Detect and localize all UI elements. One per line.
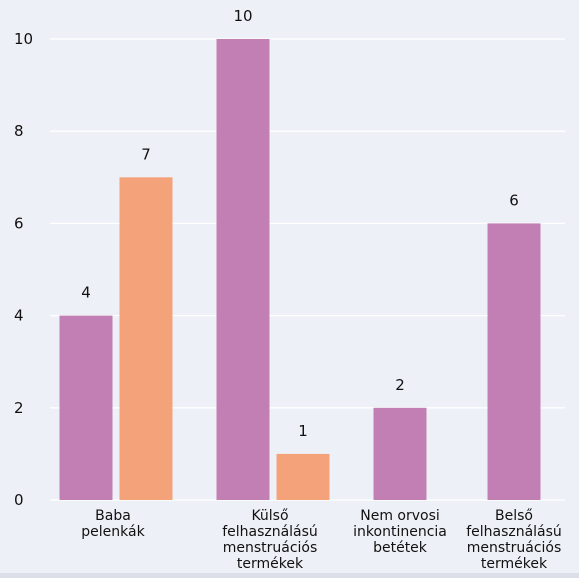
y-tick-label: 4	[14, 307, 24, 325]
category-label-3: Belső felhasználású menstruációs termékek	[466, 508, 562, 572]
category-label-line: inkontinencia	[353, 524, 447, 540]
x-axis-band	[0, 500, 579, 578]
category-label-line: Belső	[495, 508, 533, 524]
bar-1-series-1	[276, 453, 330, 500]
y-tick-label: 8	[14, 122, 24, 140]
y-axis-tick-labels: 0 2 4 6 8 10	[14, 30, 33, 509]
category-label-0: Baba pelenkák	[81, 508, 145, 540]
bars	[59, 39, 541, 501]
category-label-line: Nem orvosi	[360, 508, 440, 524]
category-label-line: felhasználású	[222, 524, 318, 540]
data-labels: 4 7 10 1 2 6	[81, 7, 519, 440]
category-label-2: Nem orvosi inkontinencia betétek	[353, 508, 447, 556]
bar-3-series-0	[487, 223, 541, 500]
y-tick-label: 10	[14, 30, 33, 48]
category-label-line: menstruációs	[223, 540, 318, 556]
y-tick-label: 2	[14, 399, 24, 417]
category-label-line: Külső	[251, 508, 288, 524]
category-label-line: termékek	[481, 556, 548, 572]
bar-1-series-0	[216, 39, 270, 500]
data-label-3-series-0: 6	[509, 191, 519, 209]
data-label-0-series-1: 7	[141, 145, 151, 163]
bottom-edge	[0, 573, 579, 578]
category-label-line: Baba	[95, 508, 131, 524]
category-label-1: Külső felhasználású menstruációs termékek	[222, 508, 318, 572]
bar-0-series-0	[59, 315, 113, 500]
bar-2-series-0	[373, 407, 427, 500]
data-label-1-series-0: 10	[233, 7, 252, 25]
grid-lines	[0, 38, 579, 578]
category-label-line: menstruációs	[467, 540, 562, 556]
category-label-line: pelenkák	[81, 524, 145, 540]
bar-0-series-1	[119, 177, 173, 501]
y-tick-label: 6	[14, 214, 24, 232]
category-label-line: termékek	[237, 556, 304, 572]
category-label-line: felhasználású	[466, 524, 562, 540]
category-label-line: betétek	[373, 540, 428, 556]
y-tick-label: 0	[14, 491, 24, 509]
data-label-1-series-1: 1	[298, 422, 308, 440]
data-label-0-series-0: 4	[81, 284, 91, 302]
data-label-2-series-0: 2	[395, 376, 405, 394]
